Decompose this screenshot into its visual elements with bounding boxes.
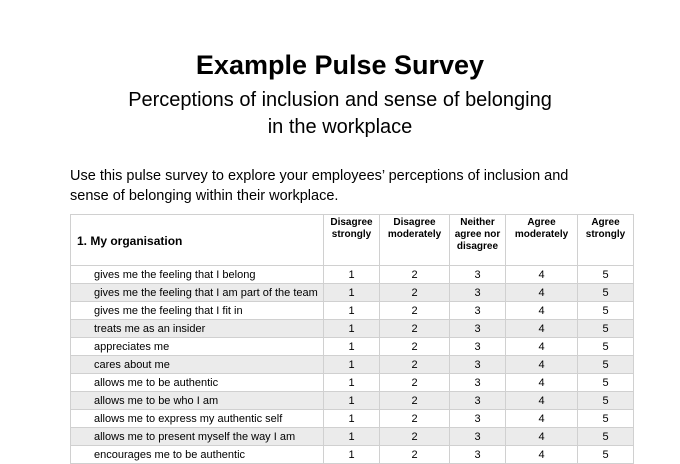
rating-option[interactable]: 2 [379,409,450,428]
statement: allows me to be authentic [70,373,324,392]
rating-option[interactable]: 4 [505,265,578,284]
rating-option[interactable]: 2 [379,391,450,410]
statement: allows me to express my authentic self [70,409,324,428]
rating-option[interactable]: 4 [505,283,578,302]
statement: gives me the feeling that I fit in [70,301,324,320]
rating-option[interactable]: 1 [323,265,380,284]
rating-option[interactable]: 3 [449,391,506,410]
rating-option[interactable]: 4 [505,355,578,374]
rating-option[interactable]: 2 [379,301,450,320]
header-row: 1. My organisation Disagree strongly Disa… [70,214,634,266]
table-row: appreciates me 1 2 3 4 5 [70,337,634,356]
subtitle: Perceptions of inclusion and sense of be… [0,87,680,141]
rating-option[interactable]: 4 [505,319,578,338]
rating-option[interactable]: 5 [577,427,634,446]
rating-option[interactable]: 5 [577,409,634,428]
rating-option[interactable]: 4 [505,427,578,446]
rating-option[interactable]: 3 [449,373,506,392]
rating-option[interactable]: 5 [577,355,634,374]
subtitle-line-2: in the workplace [267,116,413,138]
rating-option[interactable]: 3 [449,283,506,302]
statement: allows me to be who I am [70,391,324,410]
rating-option[interactable]: 4 [505,391,578,410]
rating-option[interactable]: 2 [379,373,450,392]
scale-header: Agree strongly [577,214,634,266]
statement: allows me to present myself the way I am [70,427,324,446]
statement: gives me the feeling that I am part of t… [70,283,324,302]
scale-header: Agree moderately [505,214,578,266]
rating-option[interactable]: 3 [449,355,506,374]
rating-option[interactable]: 5 [577,373,634,392]
statement: encourages me to be authentic [70,445,324,464]
table-row: allows me to express my authentic self 1 2… [70,409,634,428]
statement: gives me the feeling that I belong [70,265,324,284]
intro-text: Use this pulse survey to explore your em… [70,168,569,204]
rating-option[interactable]: 1 [323,319,380,338]
rating-option[interactable]: 2 [379,355,450,374]
rating-option[interactable]: 5 [577,337,634,356]
rating-option[interactable]: 4 [505,337,578,356]
rating-option[interactable]: 4 [505,409,578,428]
rating-option[interactable]: 5 [577,301,634,320]
rating-option[interactable]: 3 [449,319,506,338]
rating-option[interactable]: 5 [577,265,634,284]
rating-option[interactable]: 3 [449,427,506,446]
scale-header: Disagree strongly [323,214,380,266]
rating-option[interactable]: 3 [449,265,506,284]
rating-option[interactable]: 2 [379,427,450,446]
rating-option[interactable]: 2 [379,283,450,302]
rating-option[interactable]: 1 [323,355,380,374]
rating-option[interactable]: 1 [323,427,380,446]
rating-option[interactable]: 5 [577,283,634,302]
rating-option[interactable]: 1 [323,337,380,356]
table-row: treats me as an insider 1 2 3 4 5 [70,319,634,338]
rating-option[interactable]: 4 [505,301,578,320]
rating-option[interactable]: 4 [505,445,578,464]
table-row: allows me to be authentic 1 2 3 4 5 [70,373,634,392]
rating-option[interactable]: 1 [323,409,380,428]
table-row: cares about me 1 2 3 4 5 [70,355,634,374]
table-row: encourages me to be authentic 1 2 3 4 5 [70,445,634,464]
statement: cares about me [70,355,324,374]
scale-header: Disagree moderately [379,214,450,266]
scale-header: Neither agree nor disagree [449,214,506,266]
rating-option[interactable]: 2 [379,445,450,464]
subtitle-line-1: Perceptions of inclusion and sense of be… [128,89,552,111]
rating-option[interactable]: 5 [577,319,634,338]
rating-option[interactable]: 2 [379,337,450,356]
rating-option[interactable]: 1 [323,445,380,464]
question-header: 1. My organisation [70,214,324,266]
statement: appreciates me [70,337,324,356]
rating-option[interactable]: 1 [323,391,380,410]
rating-option[interactable]: 1 [323,301,380,320]
rating-option[interactable]: 1 [323,283,380,302]
statement: treats me as an insider [70,319,324,338]
table-row: allows me to be who I am 1 2 3 4 5 [70,391,634,410]
rating-option[interactable]: 5 [577,445,634,464]
rating-option[interactable]: 3 [449,409,506,428]
rating-option[interactable]: 2 [379,319,450,338]
survey-table: 1. My organisation Disagree strongly Disa… [70,214,634,464]
rating-option[interactable]: 3 [449,337,506,356]
table-row: gives me the feeling that I am part of t… [70,283,634,302]
rating-option[interactable]: 5 [577,391,634,410]
rating-option[interactable]: 1 [323,373,380,392]
rating-option[interactable]: 3 [449,301,506,320]
rating-option[interactable]: 4 [505,373,578,392]
table-row: gives me the feeling that I belong 1 2 3 4 5 [70,265,634,284]
rating-option[interactable]: 2 [379,265,450,284]
rating-option[interactable]: 3 [449,445,506,464]
table-row: allows me to present myself the way I am… [70,427,634,446]
table-row: gives me the feeling that I fit in 1 2 3 4 5 [70,301,634,320]
page-title: Example Pulse Survey [195,50,485,80]
